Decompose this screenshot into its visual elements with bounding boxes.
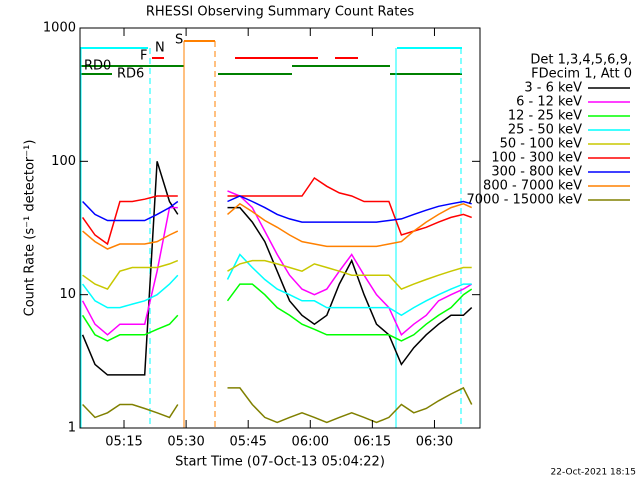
x-tick-label: 06:15 <box>354 435 391 450</box>
y-axis-label: Count Rate (s⁻¹ detector⁻¹) <box>23 140 38 317</box>
x-tick-label: 06:00 <box>292 435 329 450</box>
annotation: F <box>140 49 147 64</box>
state-lines <box>80 40 462 75</box>
x-axis-label: Start Time (07-Oct-13 05:04:22) <box>175 455 385 470</box>
x-tick-label: 06:30 <box>416 435 453 450</box>
chart-title: RHESSI Observing Summary Count Rates <box>146 5 415 20</box>
x-tick-label: 05:30 <box>167 435 204 450</box>
series-line <box>81 253 472 317</box>
legend-entry: 800 - 7000 keV <box>483 179 582 194</box>
legend-entry: 50 - 100 keV <box>500 137 583 152</box>
vertical-markers <box>80 41 462 428</box>
annotation: RD6 <box>117 67 144 82</box>
series-line <box>82 202 473 250</box>
plot-frame <box>79 27 481 429</box>
legend-entry: 100 - 300 keV <box>491 151 582 166</box>
legend-entry: 12 - 25 keV <box>508 109 582 124</box>
legend-header: Det 1,3,4,5,6,9, <box>530 53 632 68</box>
series-line <box>82 386 473 424</box>
legend-entry: 6 - 12 keV <box>516 95 582 110</box>
series-line <box>82 259 472 291</box>
series-line <box>82 195 472 223</box>
y-tick-label: 1000 <box>43 21 76 36</box>
x-tick-label: 05:45 <box>229 435 266 450</box>
y-tick-label: 10 <box>59 287 76 302</box>
series-line <box>81 176 472 246</box>
footer: 22-Oct-2021 18:15 <box>551 468 636 478</box>
series-layer <box>81 161 473 424</box>
y-tick-label: 1 <box>68 421 76 436</box>
legend-entry: 25 - 50 keV <box>508 123 582 138</box>
legend-entry: 7000 - 15000 keV <box>467 193 583 208</box>
series-line <box>81 190 473 337</box>
annotation: S <box>175 33 183 48</box>
series-line <box>81 283 473 342</box>
legend-header: FDecim 1, Att 0 <box>531 67 632 82</box>
annotation: RD0 <box>84 59 111 74</box>
legend-entry: 3 - 6 keV <box>524 81 582 96</box>
x-tick-label: 05:15 <box>105 435 142 450</box>
y-tick-label: 100 <box>51 154 76 169</box>
legend-entry: 300 - 800 keV <box>491 165 582 180</box>
annotation: N <box>155 41 165 56</box>
series-line <box>81 161 473 376</box>
